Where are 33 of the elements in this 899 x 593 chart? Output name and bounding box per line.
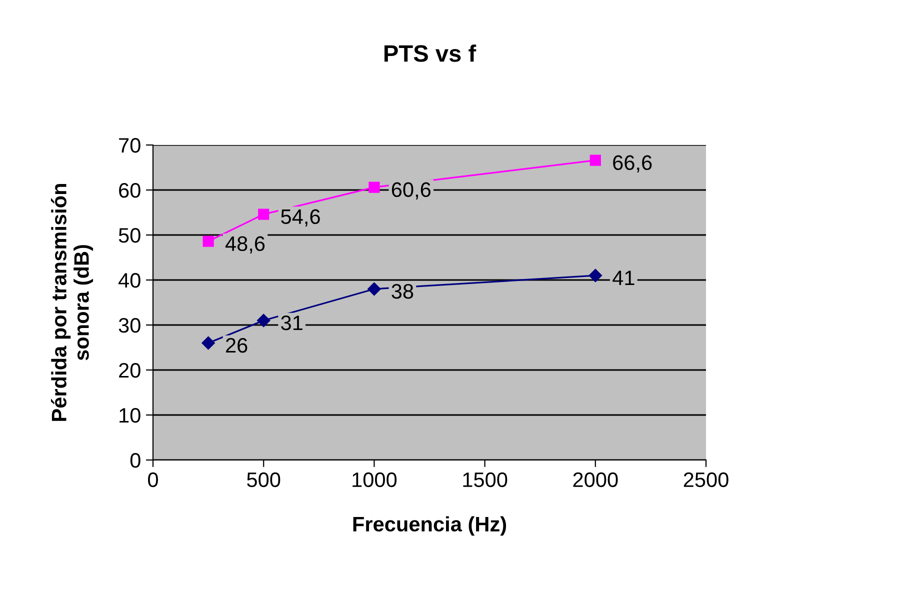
x-tick-label: 2500 bbox=[684, 472, 728, 488]
data-label: 26 bbox=[226, 338, 248, 353]
point bbox=[257, 314, 270, 328]
point bbox=[588, 268, 602, 282]
x-tick-label: 1000 bbox=[352, 472, 397, 488]
point bbox=[202, 336, 215, 350]
point bbox=[368, 182, 380, 193]
y-tick-label: 70 bbox=[119, 138, 140, 153]
y-tick-label: 20 bbox=[119, 363, 140, 378]
data-label: 38 bbox=[392, 284, 414, 299]
x-tick-label: 1500 bbox=[463, 472, 508, 488]
data-label: 54,6 bbox=[281, 209, 320, 227]
y-tick-label: 50 bbox=[118, 228, 140, 243]
data-label: 48,6 bbox=[225, 236, 265, 254]
y-tick-label: 30 bbox=[118, 318, 140, 333]
chart-title: PTS vs f bbox=[384, 44, 476, 62]
point bbox=[368, 282, 381, 296]
y-tick-label: 10 bbox=[120, 408, 140, 423]
y-tick-label: 0 bbox=[130, 453, 140, 468]
x-tick-label: 2000 bbox=[573, 472, 618, 488]
x-tick-label: 500 bbox=[247, 472, 280, 488]
point bbox=[590, 154, 601, 166]
y-tick-label: 60 bbox=[119, 183, 140, 198]
y-tick-label: 40 bbox=[118, 273, 140, 288]
point bbox=[258, 208, 270, 220]
x-axis-title: Frecuencia (Hz) bbox=[353, 516, 506, 536]
data-label: 60,6 bbox=[392, 182, 430, 200]
data-label: 31 bbox=[281, 316, 302, 330]
x-tick-label: 0 bbox=[148, 472, 158, 488]
data-label: 66,6 bbox=[613, 155, 652, 173]
data-label: 41 bbox=[612, 270, 634, 286]
y-axis-title: Pérdida por transmisión sonora (dB) bbox=[50, 184, 94, 421]
point bbox=[202, 236, 214, 247]
